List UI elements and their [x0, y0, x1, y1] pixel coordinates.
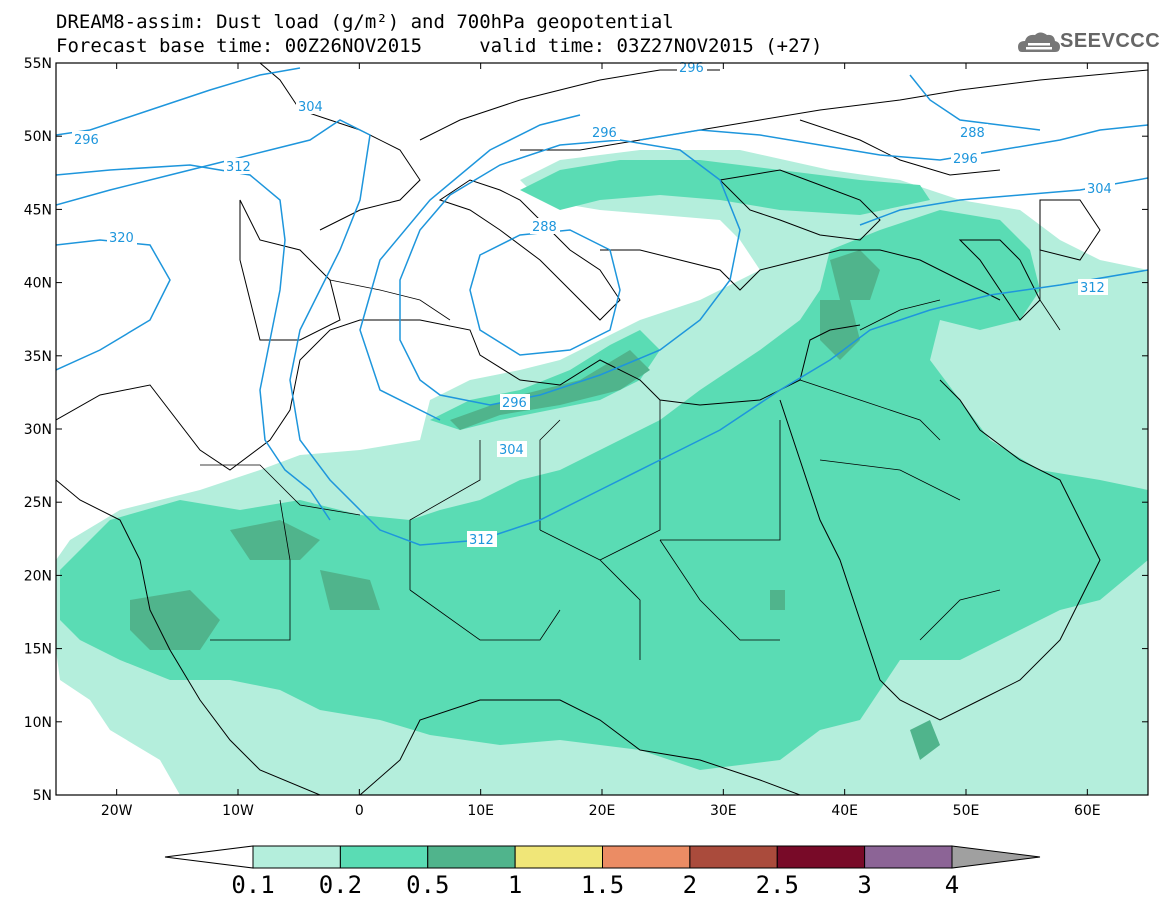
svg-text:312: 312	[1080, 281, 1105, 296]
contour-label: 296	[72, 131, 102, 148]
lat-label: 40N	[24, 276, 52, 292]
country-borders	[200, 210, 1061, 660]
lat-label: 20N	[24, 568, 52, 584]
colorbar-box	[864, 845, 953, 869]
contour-label: 320	[107, 229, 137, 246]
colorbar-box	[427, 845, 516, 869]
lat-label: 30N	[24, 422, 52, 438]
svg-text:296: 296	[679, 61, 704, 76]
lon-label: 10E	[467, 803, 494, 819]
contour-label: 304	[497, 441, 527, 458]
svg-text:288: 288	[960, 126, 985, 141]
svg-text:296: 296	[592, 126, 617, 141]
contour-label: 312	[1078, 279, 1108, 296]
svg-text:296: 296	[502, 396, 527, 411]
contour-label: 288	[958, 124, 988, 141]
lat-label: 45N	[24, 202, 52, 218]
cloud-icon	[1018, 32, 1060, 52]
colorbar: 0.1 0.2 0.5 1 1.5 2 2.5 3 4	[164, 845, 1041, 899]
colorbar-label: 0.2	[319, 871, 362, 899]
lon-label: 30E	[710, 803, 737, 819]
contour-label: 296	[590, 124, 620, 141]
colorbar-label: 4	[945, 871, 959, 899]
lon-label: 10W	[222, 803, 254, 819]
colorbar-box	[514, 845, 603, 869]
colorbar-over	[951, 845, 1041, 869]
colorbar-label: 2.5	[756, 871, 799, 899]
contour-label: 312	[224, 158, 254, 175]
lon-label: 0	[355, 803, 364, 819]
colorbar-box	[776, 845, 866, 869]
lat-label: 55N	[24, 56, 52, 72]
lon-label: 60E	[1074, 803, 1101, 819]
lat-label: 5N	[33, 788, 52, 804]
svg-text:312: 312	[469, 533, 494, 548]
chart-title: DREAM8-assim: Dust load (g/m²) and 700hP…	[56, 11, 674, 33]
contour-label: 296	[951, 150, 981, 167]
chart-subtitle: Forecast base time: 00Z26NOV2015 valid t…	[56, 35, 823, 57]
lat-label: 15N	[24, 642, 52, 658]
colorbar-label: 0.5	[406, 871, 449, 899]
colorbar-box	[339, 845, 429, 869]
contour-label: 304	[296, 98, 326, 115]
lat-label: 35N	[24, 349, 52, 365]
colorbar-label: 1	[508, 871, 522, 899]
colorbar-label: 3	[857, 871, 871, 899]
colorbar-under	[164, 845, 254, 869]
lat-label: 50N	[24, 129, 52, 145]
contour-labels: 296 304 296 312 320 312 296 288 296 304 …	[72, 60, 1115, 548]
latitude-axis: 55N 50N 45N 40N 35N 30N 25N 20N 15N 10N 5N	[24, 56, 1148, 804]
svg-text:288: 288	[532, 220, 557, 235]
lon-label: 40E	[831, 803, 858, 819]
svg-text:304: 304	[1087, 182, 1112, 197]
longitude-axis: 20W 10W 0 10E 20E 30E 40E 50E 60E	[101, 63, 1101, 819]
contour-label: 296	[500, 394, 530, 411]
lon-label: 20W	[101, 803, 133, 819]
contour-label: 312	[467, 531, 497, 548]
colorbar-label: 1.5	[581, 871, 624, 899]
contour-label: 304	[1085, 180, 1115, 197]
colorbar-label: 0.1	[231, 871, 274, 899]
svg-text:320: 320	[109, 231, 134, 246]
colorbar-box	[252, 845, 341, 869]
dust-area-medium	[60, 210, 1148, 770]
colorbar-box	[689, 845, 778, 869]
svg-text:312: 312	[226, 160, 251, 175]
colorbar-label: 2	[683, 871, 697, 899]
dust-area-medium-north	[520, 160, 930, 215]
lat-label: 10N	[24, 715, 52, 731]
logo-text: SEEVCCC	[1060, 30, 1161, 52]
colorbar-box	[602, 845, 691, 869]
svg-text:304: 304	[298, 100, 323, 115]
geopotential-contours	[56, 67, 1148, 546]
dust-load-shading	[56, 150, 1148, 795]
lat-label: 25N	[24, 495, 52, 511]
svg-text:304: 304	[499, 443, 524, 458]
svg-text:296: 296	[74, 133, 99, 148]
contour-label: 288	[530, 218, 560, 235]
lon-label: 20E	[589, 803, 616, 819]
coastlines	[56, 63, 1148, 795]
svg-text:296: 296	[953, 152, 978, 167]
lon-label: 50E	[953, 803, 980, 819]
